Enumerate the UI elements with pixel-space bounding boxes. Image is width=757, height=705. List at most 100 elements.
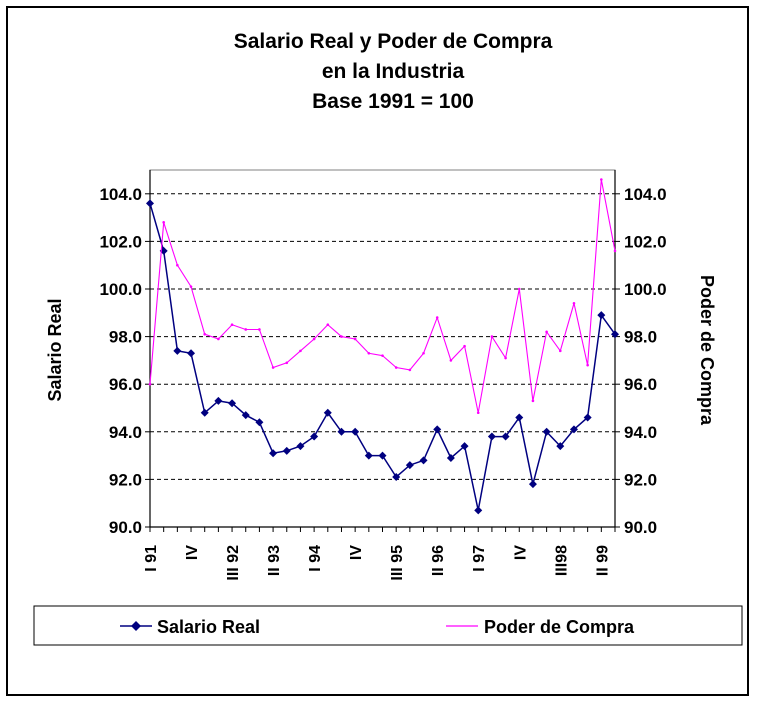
title-line-3: Base 1991 = 100 xyxy=(312,90,474,113)
left-y-tick-label: 92.0 xyxy=(109,470,142,489)
left-y-tick-label: 104.0 xyxy=(99,185,142,204)
left-y-tick-label: 94.0 xyxy=(109,423,142,442)
data-point-salario-real xyxy=(515,413,524,422)
data-point-poder-de-compra xyxy=(463,344,466,348)
left-y-tick-label: 96.0 xyxy=(109,375,142,394)
data-point-salario-real xyxy=(323,408,332,417)
left-y-tick-label: 90.0 xyxy=(109,518,142,537)
x-tick-label: I 94 xyxy=(307,545,324,572)
data-point-poder-de-compra xyxy=(531,399,535,403)
legend-label-poder-de-compra: Poder de Compra xyxy=(484,617,635,637)
data-point-salario-real xyxy=(282,446,291,455)
x-tick-label: I 97 xyxy=(471,545,488,572)
data-point-poder-de-compra xyxy=(217,337,220,341)
data-point-poder-de-compra xyxy=(353,337,357,341)
data-point-salario-real xyxy=(487,432,496,441)
left-axis-title: Salario Real xyxy=(45,298,65,401)
data-point-poder-de-compra xyxy=(230,323,234,327)
data-point-salario-real xyxy=(460,442,469,451)
plot-area xyxy=(149,169,616,528)
axes xyxy=(145,170,620,532)
right-y-tick-label: 92.0 xyxy=(624,470,657,489)
data-point-salario-real xyxy=(446,453,455,462)
data-point-poder-de-compra xyxy=(449,359,453,362)
data-point-salario-real xyxy=(433,425,442,434)
data-point-poder-de-compra xyxy=(558,349,562,353)
x-tick-label: III 92 xyxy=(225,545,242,581)
chart-title: Salario Real y Poder de Compra en la Ind… xyxy=(234,30,553,113)
data-point-salario-real xyxy=(146,199,154,208)
x-tick-label: IV xyxy=(512,545,529,560)
data-point-salario-real xyxy=(501,432,510,441)
right-axis-title: Poder de Compra xyxy=(697,275,717,426)
right-y-tick-label: 96.0 xyxy=(624,375,657,394)
data-point-salario-real xyxy=(200,408,209,417)
left-y-tick-label: 98.0 xyxy=(109,328,142,347)
gridlines xyxy=(150,193,615,480)
data-point-salario-real xyxy=(474,506,483,515)
left-y-tick-labels: 90.0 92.0 94.0 96.0 98.0 100.0 102.0 104.0 xyxy=(99,185,142,537)
data-point-salario-real xyxy=(214,396,223,405)
data-point-poder-de-compra xyxy=(299,349,302,353)
data-point-poder-de-compra xyxy=(258,328,261,331)
data-point-poder-de-compra xyxy=(203,332,207,336)
data-point-salario-real xyxy=(255,418,264,427)
legend-label-salario-real: Salario Real xyxy=(157,617,260,637)
data-point-poder-de-compra xyxy=(517,287,521,291)
right-y-tick-label: 94.0 xyxy=(624,423,657,442)
right-y-tick-label: 102.0 xyxy=(624,232,667,251)
data-point-poder-de-compra xyxy=(435,316,439,319)
data-point-poder-de-compra xyxy=(572,301,576,305)
data-point-salario-real xyxy=(187,349,196,358)
data-point-poder-de-compra xyxy=(381,354,384,357)
x-tick-label: IV xyxy=(348,545,365,560)
x-tick-label: II 96 xyxy=(430,545,447,576)
x-tick-label: III98 xyxy=(553,545,570,576)
x-tick-label: II 99 xyxy=(594,545,611,576)
data-point-poder-de-compra xyxy=(600,178,603,181)
x-tick-labels: I 91 IV III 92 II 93 I 94 IV III 95 II 96 I 97 IV… xyxy=(143,545,611,581)
data-point-salario-real xyxy=(597,311,606,320)
data-point-salario-real xyxy=(296,442,305,451)
legend: Salario Real Poder de Compra xyxy=(33,605,743,646)
data-point-salario-real xyxy=(228,399,237,408)
data-point-poder-de-compra xyxy=(271,366,275,369)
legend-entry-poder-de-compra: Poder de Compra xyxy=(446,617,635,637)
data-point-salario-real xyxy=(351,427,360,436)
data-point-salario-real xyxy=(269,449,278,458)
data-point-poder-de-compra xyxy=(476,411,480,415)
left-y-tick-label: 102.0 xyxy=(99,232,142,251)
data-point-poder-de-compra xyxy=(326,323,330,327)
data-point-salario-real xyxy=(611,330,619,339)
x-tick-label: II 93 xyxy=(266,545,283,576)
right-y-tick-label: 104.0 xyxy=(624,185,667,204)
right-y-tick-label: 90.0 xyxy=(624,518,657,537)
data-point-salario-real xyxy=(405,461,414,470)
data-point-poder-de-compra xyxy=(545,330,548,334)
data-point-poder-de-compra xyxy=(148,382,152,386)
right-y-tick-labels: 90.0 92.0 94.0 96.0 98.0 100.0 102.0 104.0 xyxy=(624,185,667,537)
data-point-poder-de-compra xyxy=(408,368,412,372)
data-point-salario-real xyxy=(392,473,401,482)
data-point-poder-de-compra xyxy=(162,221,165,224)
data-point-poder-de-compra xyxy=(504,356,507,360)
data-point-salario-real xyxy=(542,427,551,436)
data-point-poder-de-compra xyxy=(285,361,289,365)
data-point-poder-de-compra xyxy=(422,351,425,355)
data-point-poder-de-compra xyxy=(312,337,316,341)
series-layer xyxy=(146,178,619,515)
x-tick-label: III 95 xyxy=(389,545,406,581)
title-line-2: en la Industria xyxy=(322,60,465,83)
data-point-salario-real xyxy=(241,411,250,420)
data-point-poder-de-compra xyxy=(340,335,343,338)
data-point-salario-real xyxy=(310,432,319,441)
data-point-salario-real xyxy=(337,427,346,436)
legend-entry-salario-real: Salario Real xyxy=(120,617,260,637)
data-point-salario-real xyxy=(569,425,578,434)
data-point-poder-de-compra xyxy=(394,366,398,369)
data-point-poder-de-compra xyxy=(189,285,193,288)
data-point-salario-real xyxy=(583,413,592,422)
right-y-tick-label: 98.0 xyxy=(624,328,657,347)
x-tick-label: I 91 xyxy=(143,545,160,572)
